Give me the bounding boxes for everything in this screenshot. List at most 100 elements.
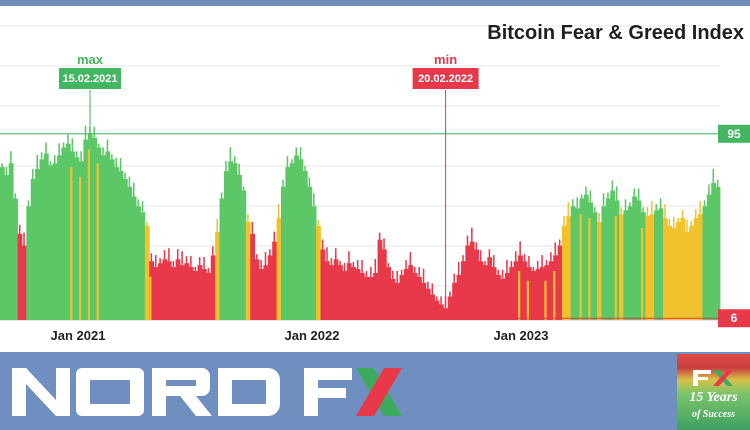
index-bar xyxy=(540,267,545,320)
neutral-accent-bar xyxy=(667,241,670,320)
max-value-box xyxy=(718,124,750,143)
index-bar xyxy=(39,159,45,320)
index-bar-spike xyxy=(611,180,614,191)
index-bar xyxy=(702,206,708,320)
index-bar xyxy=(245,222,251,320)
neutral-accent-bar xyxy=(79,176,82,320)
index-bar xyxy=(425,288,431,320)
index-bar xyxy=(561,225,567,320)
index-bar xyxy=(79,161,84,320)
index-bar xyxy=(452,282,457,320)
chart-panel: max 15.02.2021 min 20.02.2022 95 6 Jan 2… xyxy=(0,6,750,352)
index-bar xyxy=(684,231,690,320)
index-bar-spike xyxy=(273,231,276,242)
index-bar-spike xyxy=(220,192,223,199)
index-bar xyxy=(531,271,537,320)
index-bar xyxy=(311,206,317,320)
index-bar-spike xyxy=(387,263,390,268)
index-bar-spike xyxy=(93,126,96,138)
neutral-accent-bar xyxy=(684,247,688,320)
index-bar xyxy=(215,231,220,320)
index-bar-spike xyxy=(642,207,644,213)
index-bar xyxy=(232,163,238,320)
index-bar xyxy=(338,265,343,320)
index-bar xyxy=(456,274,462,320)
index-bar xyxy=(263,265,269,320)
index-bar xyxy=(430,294,436,320)
index-bar-spike xyxy=(115,158,117,168)
index-bar-spike xyxy=(119,158,122,172)
index-bar-spike xyxy=(317,219,319,226)
index-bar xyxy=(360,272,365,320)
index-bar-spike xyxy=(260,260,262,270)
index-bar-spike xyxy=(194,267,197,271)
markers-layer: max 15.02.2021 min 20.02.2022 95 6 xyxy=(0,52,750,328)
x-tick-label: Jan 2021 xyxy=(51,328,106,343)
index-bar xyxy=(294,155,299,320)
index-bar-spike xyxy=(299,147,302,160)
index-bar xyxy=(601,206,607,320)
index-bar xyxy=(254,259,260,320)
index-bar-spike xyxy=(646,207,649,217)
index-bar-spike xyxy=(159,258,161,264)
index-bar xyxy=(395,282,400,320)
neutral-accent-bar xyxy=(676,237,679,320)
index-bar xyxy=(153,267,159,320)
index-bar-spike xyxy=(400,269,403,275)
neutral-accent-bar xyxy=(588,218,591,320)
bars-layer xyxy=(0,125,721,320)
index-bar-spike xyxy=(427,281,429,289)
index-bar xyxy=(460,261,466,320)
index-bar xyxy=(131,196,137,320)
index-bar xyxy=(610,190,616,320)
index-bar-spike xyxy=(242,186,245,191)
index-bar xyxy=(219,198,225,320)
index-bar-spike xyxy=(475,242,477,250)
index-bar xyxy=(381,249,387,320)
index-bar-spike xyxy=(607,192,609,199)
index-bar-spike xyxy=(374,258,377,273)
index-bar xyxy=(316,225,321,320)
index-bar-spike xyxy=(291,159,293,164)
index-bar-spike xyxy=(673,216,675,228)
index-bar-spike xyxy=(409,252,412,266)
index-bar xyxy=(122,178,128,320)
index-bar xyxy=(237,174,242,320)
index-bar-spike xyxy=(84,125,87,140)
index-bar-spike xyxy=(699,201,701,215)
index-bar-spike xyxy=(414,266,416,273)
index-bar-spike xyxy=(392,270,394,279)
index-bar xyxy=(715,186,721,320)
index-bar-spike xyxy=(36,155,38,170)
index-bar-spike xyxy=(466,235,469,246)
index-bar-spike xyxy=(172,261,175,268)
index-bar xyxy=(408,265,414,320)
index-bar xyxy=(689,225,695,320)
index-bar-spike xyxy=(247,214,249,222)
index-bar-spike xyxy=(440,296,442,305)
index-bar xyxy=(698,214,703,320)
index-bar xyxy=(667,225,673,320)
index-bar-spike xyxy=(14,193,17,199)
index-bar-spike xyxy=(5,166,8,175)
index-bar xyxy=(390,278,396,320)
index-bar-spike xyxy=(141,201,144,213)
index-bar xyxy=(399,274,405,320)
index-bar xyxy=(557,245,563,320)
index-bar-spike xyxy=(651,201,653,215)
index-bar-spike xyxy=(563,215,565,226)
chart-title: Bitcoin Fear & Greed Index xyxy=(487,22,744,44)
index-bar-spike xyxy=(567,202,570,217)
index-bar xyxy=(26,206,32,320)
index-bar-spike xyxy=(128,176,131,187)
index-bar xyxy=(649,214,655,320)
index-bar xyxy=(223,171,229,320)
min-marker-label: min xyxy=(434,52,457,67)
index-bar xyxy=(180,265,185,320)
nordfx-logo xyxy=(12,368,402,416)
index-bar-spike xyxy=(449,291,451,297)
index-bar xyxy=(522,261,528,320)
index-bar-spike xyxy=(102,147,104,156)
index-bar-spike xyxy=(716,179,719,187)
index-bar xyxy=(500,278,506,320)
